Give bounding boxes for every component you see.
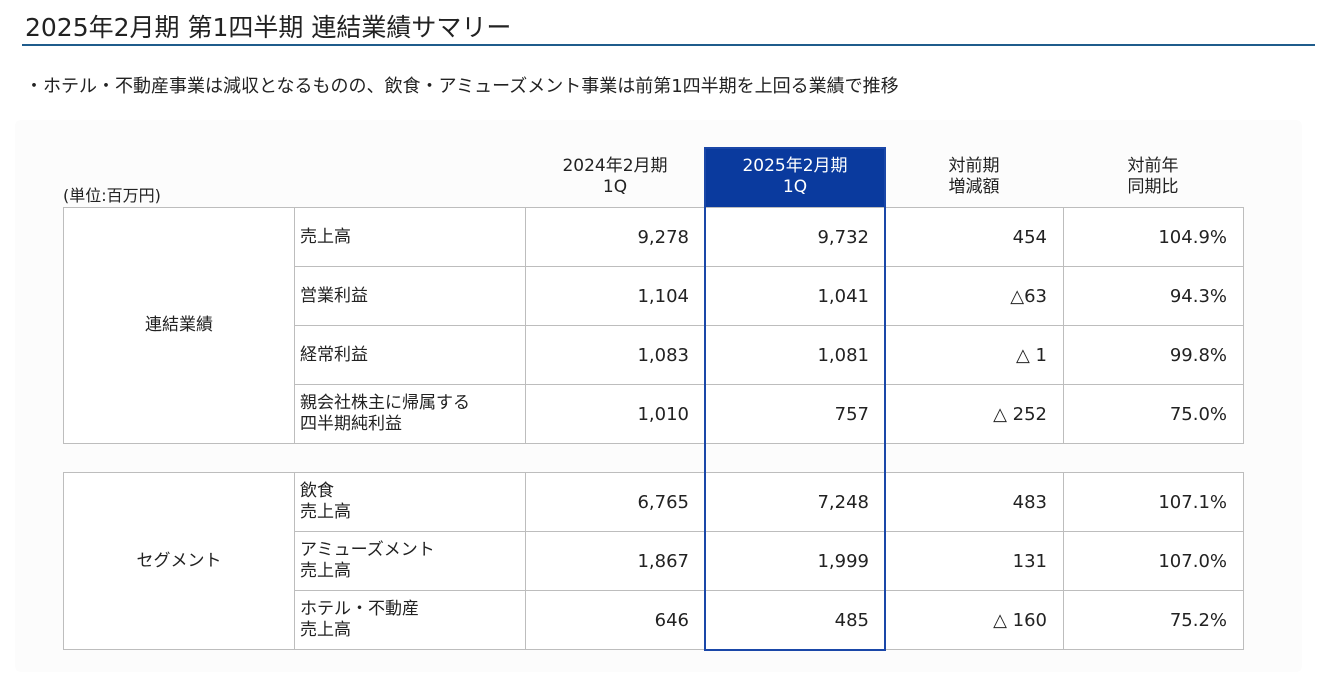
column-header-highlight: 2025年2月期 1Q [705, 147, 885, 207]
value-cell: 104.9% [1063, 207, 1244, 267]
group-label: 連結業績 [63, 207, 295, 444]
value-cell: 1,104 [525, 266, 706, 326]
value-cell: 75.0% [1063, 384, 1244, 444]
column-header: 2024年2月期 1Q [562, 156, 668, 197]
title-rule [22, 44, 1315, 46]
row-item: ホテル・不動産 売上高 [294, 590, 526, 650]
value-cell: 1,081 [705, 325, 886, 385]
row-item: アミューズメント 売上高 [294, 531, 526, 591]
value-cell: 1,010 [525, 384, 706, 444]
value-cell: 1,867 [525, 531, 706, 591]
row-item: 売上高 [294, 207, 526, 267]
value-cell: 757 [705, 384, 886, 444]
value-cell: 485 [705, 590, 886, 650]
value-cell: △ 1 [885, 325, 1064, 385]
value-cell: 1,083 [525, 325, 706, 385]
value-cell: 75.2% [1063, 590, 1244, 650]
value-cell: 483 [885, 472, 1064, 532]
value-cell: 94.3% [1063, 266, 1244, 326]
unit-label: (単位:百万円) [63, 186, 161, 205]
row-item: 飲食 売上高 [294, 472, 526, 532]
value-cell: 131 [885, 531, 1064, 591]
value-cell: 9,278 [525, 207, 706, 267]
bullet: ・ホテル・不動産事業は減収となるものの、飲食・アミューズメント事業は前第1四半期… [25, 76, 899, 97]
title: 2025年2月期 第1四半期 連結業績サマリー [25, 13, 512, 42]
column-header: 対前年 同期比 [1127, 156, 1179, 197]
value-cell: 646 [525, 590, 706, 650]
value-cell: △63 [885, 266, 1064, 326]
group-label: セグメント [63, 472, 295, 650]
value-cell: △ 160 [885, 590, 1064, 650]
row-item: 経常利益 [294, 325, 526, 385]
column-header: 対前期 増減額 [948, 156, 1000, 197]
value-cell: △ 252 [885, 384, 1064, 444]
value-cell: 6,765 [525, 472, 706, 532]
value-cell: 1,041 [705, 266, 886, 326]
value-cell: 107.0% [1063, 531, 1244, 591]
row-item: 営業利益 [294, 266, 526, 326]
value-cell: 99.8% [1063, 325, 1244, 385]
row-item: 親会社株主に帰属する 四半期純利益 [294, 384, 526, 444]
value-cell: 454 [885, 207, 1064, 267]
value-cell: 1,999 [705, 531, 886, 591]
value-cell: 107.1% [1063, 472, 1244, 532]
highlight-frame [704, 147, 886, 651]
value-cell: 7,248 [705, 472, 886, 532]
